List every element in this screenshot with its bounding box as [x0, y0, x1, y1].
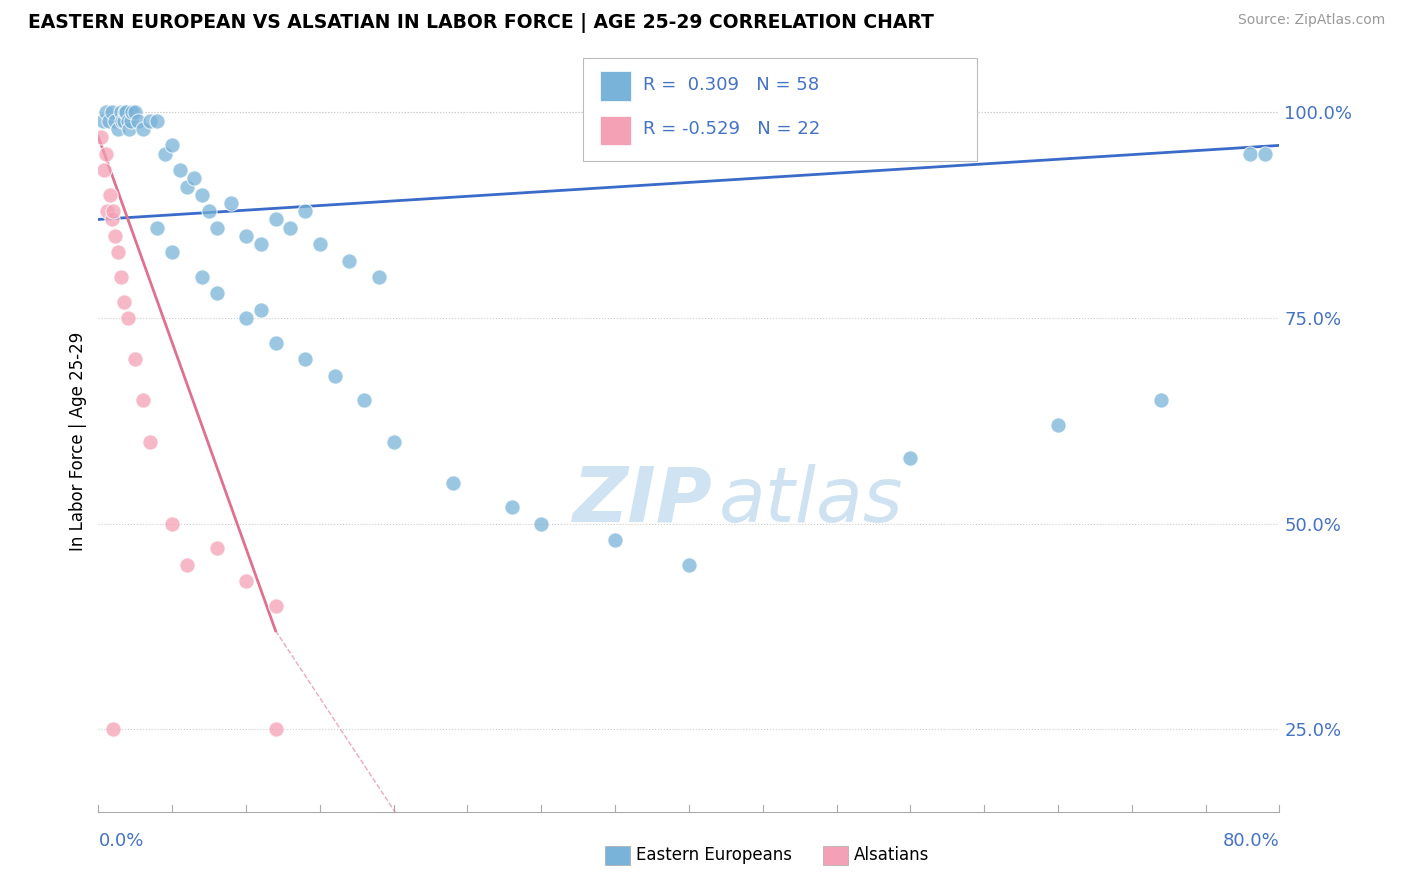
Point — [1239, 146, 1261, 161]
Point — [90, 130, 112, 145]
Point — [530, 516, 553, 531]
Point — [198, 204, 221, 219]
Text: 0.0%: 0.0% — [98, 832, 143, 850]
Point — [294, 352, 316, 367]
Point — [132, 393, 155, 408]
Point — [162, 245, 183, 260]
Point — [127, 113, 149, 128]
Text: EASTERN EUROPEAN VS ALSATIAN IN LABOR FORCE | AGE 25-29 CORRELATION CHART: EASTERN EUROPEAN VS ALSATIAN IN LABOR FO… — [28, 13, 934, 33]
Point — [309, 237, 332, 252]
Point — [110, 270, 132, 285]
Text: Eastern Europeans: Eastern Europeans — [636, 847, 792, 864]
Point — [205, 541, 228, 556]
Point — [176, 558, 198, 572]
Text: R =  0.309   N = 58: R = 0.309 N = 58 — [643, 76, 818, 94]
Point — [100, 212, 122, 227]
Point — [115, 105, 138, 120]
Point — [146, 113, 169, 128]
Point — [120, 113, 142, 128]
Point — [96, 204, 118, 219]
Point — [250, 237, 273, 252]
Y-axis label: In Labor Force | Age 25-29: In Labor Force | Age 25-29 — [69, 332, 87, 551]
Point — [264, 599, 287, 613]
Point — [124, 352, 146, 367]
Point — [104, 228, 127, 243]
Point — [441, 475, 464, 490]
Point — [235, 311, 257, 326]
Point — [94, 146, 117, 161]
Point — [93, 163, 115, 178]
Point — [104, 113, 127, 128]
Point — [382, 434, 405, 449]
Point — [114, 105, 136, 120]
Point — [191, 187, 214, 202]
Point — [183, 171, 205, 186]
Point — [221, 196, 243, 211]
Point — [1150, 393, 1173, 408]
Text: Source: ZipAtlas.com: Source: ZipAtlas.com — [1237, 13, 1385, 28]
Point — [100, 105, 122, 120]
Point — [264, 212, 287, 227]
Point — [162, 516, 183, 531]
Point — [91, 113, 114, 128]
Point — [107, 122, 129, 136]
Point — [323, 368, 346, 383]
Point — [900, 450, 922, 465]
Point — [235, 228, 257, 243]
Point — [146, 220, 169, 235]
Point — [353, 393, 375, 408]
Point — [103, 723, 125, 737]
Point — [132, 122, 155, 136]
Point — [1047, 418, 1070, 433]
Point — [176, 179, 198, 194]
Point — [235, 574, 257, 589]
Point — [501, 500, 523, 515]
Point — [294, 204, 316, 219]
Point — [121, 105, 143, 120]
Point — [111, 113, 134, 128]
Point — [205, 220, 228, 235]
Point — [339, 253, 361, 268]
Point — [280, 220, 302, 235]
Point — [678, 558, 700, 572]
Point — [118, 122, 141, 136]
Text: ZIP: ZIP — [572, 464, 713, 538]
Point — [103, 204, 125, 219]
Text: atlas: atlas — [718, 464, 903, 538]
Point — [1254, 146, 1277, 161]
Point — [162, 138, 183, 153]
Point — [117, 311, 139, 326]
Text: 80.0%: 80.0% — [1223, 832, 1279, 850]
Point — [107, 245, 129, 260]
Point — [169, 163, 191, 178]
Point — [98, 187, 121, 202]
Point — [139, 434, 162, 449]
Point — [264, 335, 287, 350]
Point — [191, 270, 214, 285]
Point — [250, 302, 273, 317]
Text: Alsatians: Alsatians — [853, 847, 929, 864]
Point — [605, 533, 627, 548]
Point — [117, 113, 139, 128]
Point — [97, 113, 120, 128]
Point — [139, 113, 162, 128]
Point — [110, 105, 132, 120]
Point — [205, 286, 228, 301]
Point — [124, 105, 146, 120]
Point — [94, 105, 117, 120]
Point — [264, 723, 287, 737]
Point — [368, 270, 391, 285]
Point — [153, 146, 176, 161]
Point — [112, 294, 135, 309]
Text: R = -0.529   N = 22: R = -0.529 N = 22 — [643, 120, 820, 138]
Point — [112, 113, 135, 128]
